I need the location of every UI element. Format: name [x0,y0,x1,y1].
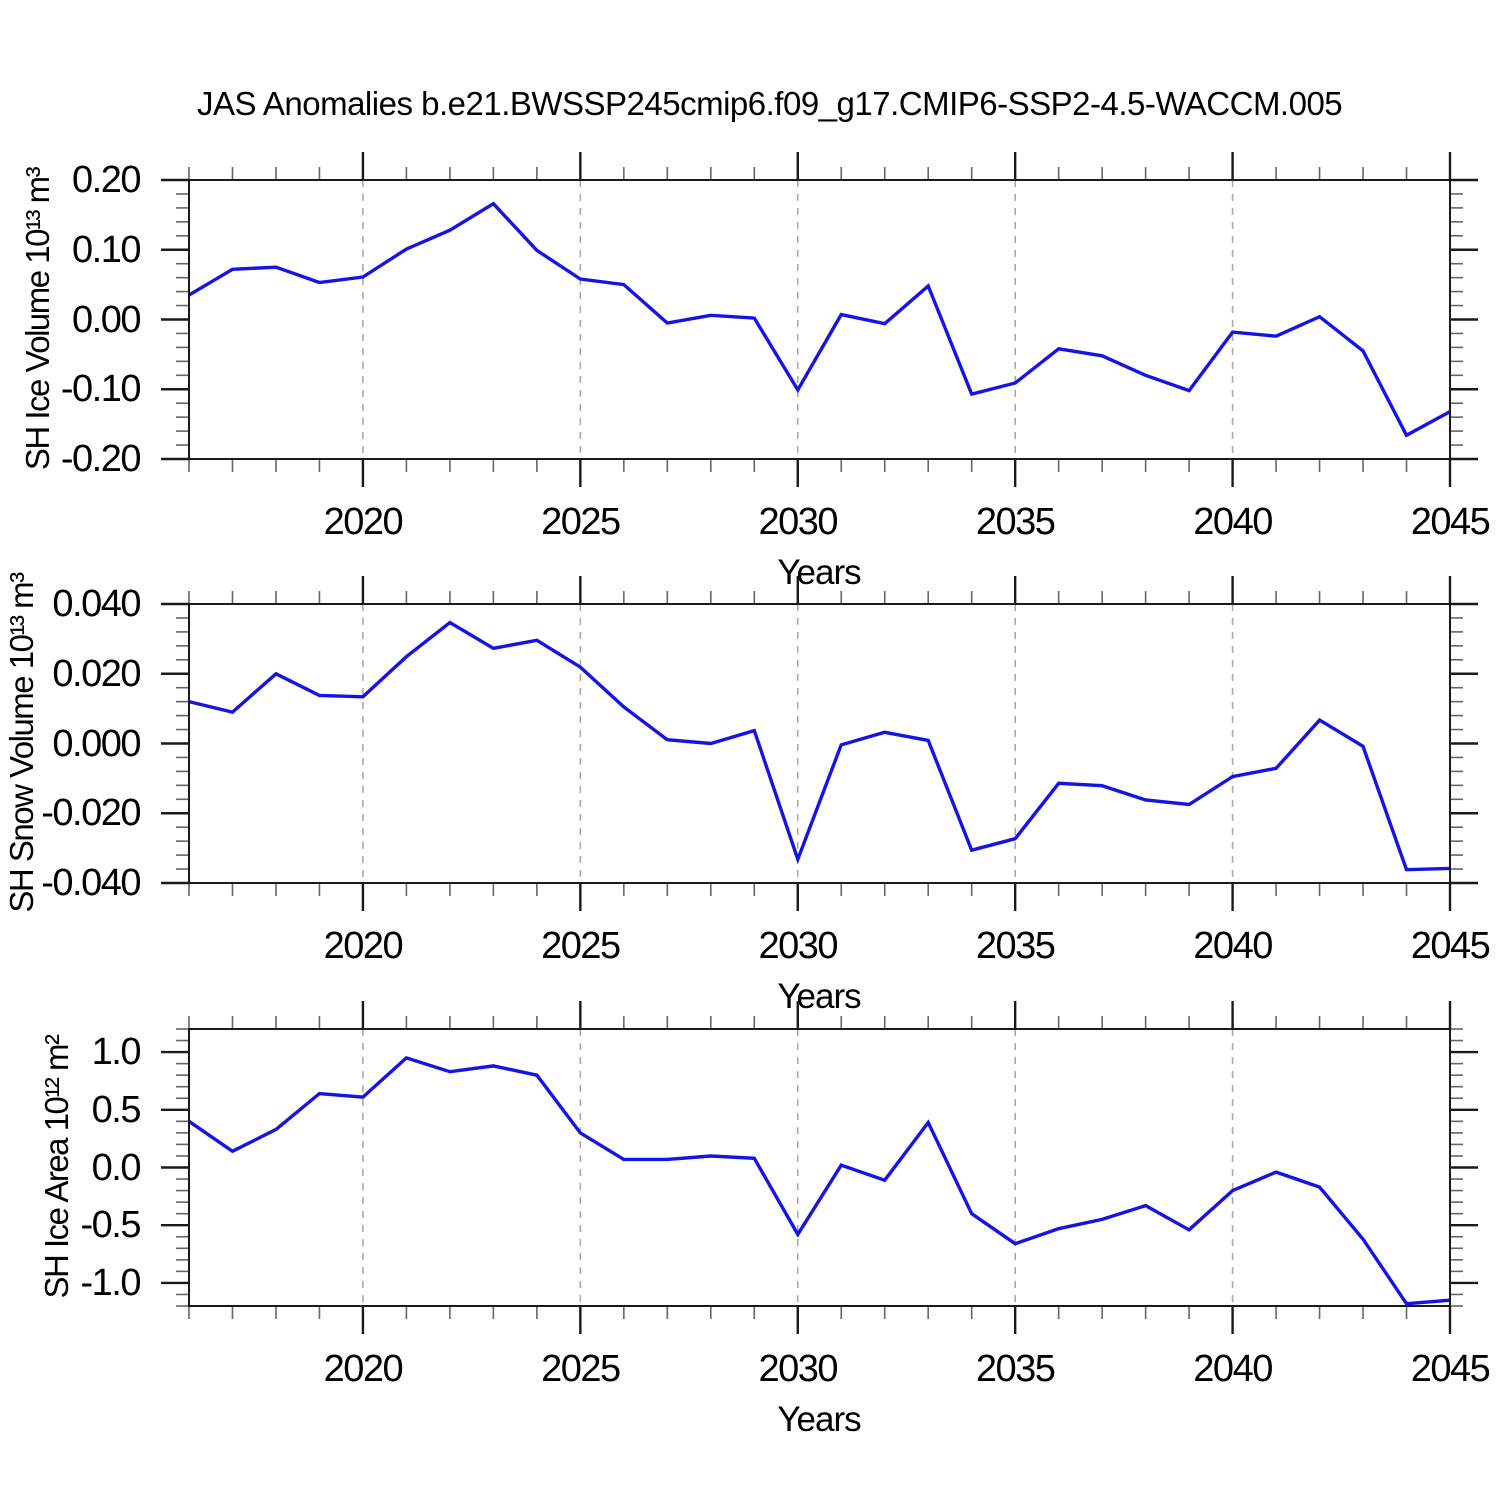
y-tick-label: -1.0 [80,1261,142,1304]
panel-sh-snow-volume [161,576,1478,911]
x-tick-label: 2020 [323,501,404,543]
x-tick-label: 2040 [1193,1348,1273,1390]
panel-sh-ice-area [161,1001,1478,1334]
x-tick-label: 2025 [541,501,621,543]
y-tick-label: 0.0 [91,1146,142,1189]
sh-snow-volume-line [188,620,1451,872]
x-tick-label: 2045 [1410,925,1491,967]
x-tick-label: 2040 [1193,925,1273,967]
x-axis-title-top-panel: Years [777,553,861,592]
x-tick-label: 2020 [323,925,404,967]
x-tick-label: 2045 [1410,1348,1491,1390]
x-tick-label: 2030 [758,1348,838,1390]
x-tick-label: 2030 [758,925,838,967]
y-tick-label: 0.10 [72,228,141,271]
sh-ice-area-line [188,1055,1451,1306]
y-tick-label: 1.0 [91,1031,142,1074]
y-tick-label: 0.020 [52,652,141,695]
x-tick-label: 2025 [541,1348,621,1390]
x-tick-label: 2040 [1193,501,1273,543]
y-tick-label: 0.00 [72,298,141,341]
y-tick-label: -0.040 [41,862,141,904]
x-tick-label: 2035 [975,1348,1056,1390]
x-axis-title-bottom-panel: Years [777,1400,861,1439]
sh-ice-volume-line [188,201,1451,438]
x-tick-label: 2030 [758,501,838,543]
figure-title: JAS Anomalies b.e21.BWSSP245cmip6.f09_g1… [197,85,1343,122]
x-tick-label: 2035 [975,501,1056,543]
x-axis-title-middle-panel: Years [777,977,861,1016]
x-tick-label: 2045 [1410,501,1491,543]
y-tick-label: 0.20 [72,159,141,201]
y-tick-label: -0.20 [60,438,142,480]
panel-frame [188,179,1451,460]
y-tick-label: -0.020 [41,792,141,835]
y-tick-label: 0.000 [52,722,141,765]
panel-frame [188,603,1451,884]
panel-frame [188,1028,1451,1307]
panel-sh-ice-volume [161,152,1478,487]
y-tick-label: 0.5 [91,1088,142,1131]
y-tick-label: -0.5 [80,1204,142,1247]
x-tick-label: 2020 [323,1348,404,1390]
x-tick-label: 2025 [541,925,621,967]
y-tick-label: 0.040 [52,583,141,625]
x-tick-label: 2035 [975,925,1056,967]
y-tick-label: -0.10 [60,368,142,411]
